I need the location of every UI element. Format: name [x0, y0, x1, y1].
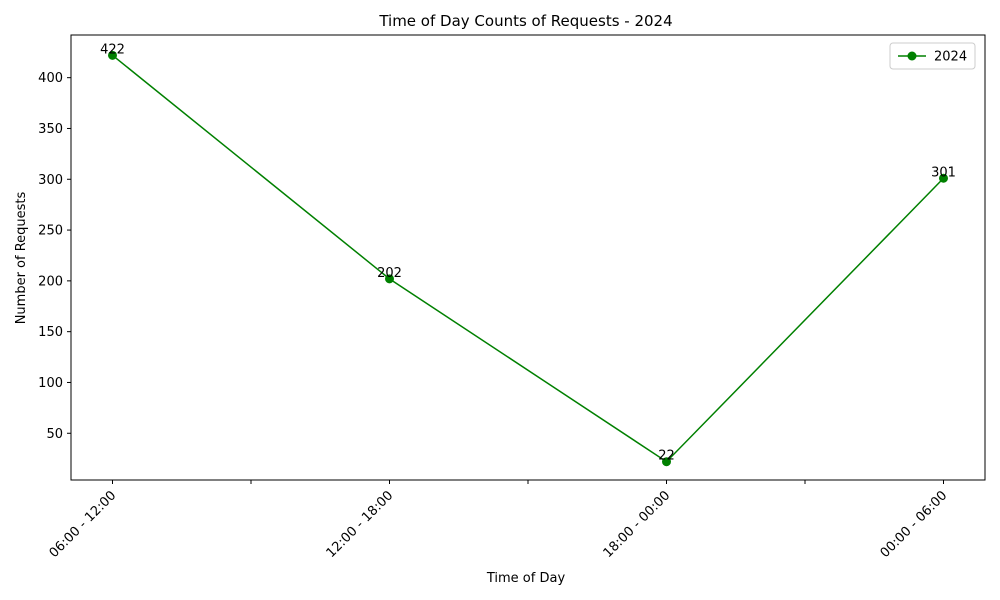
- series-line: [112, 54, 945, 463]
- data-label: 422: [100, 42, 125, 57]
- x-tick-label: 18:00 - 00:00: [601, 488, 674, 561]
- legend-marker: [907, 51, 917, 61]
- x-tick-label: 06:00 - 12:00: [47, 488, 120, 561]
- chart-title: Time of Day Counts of Requests - 2024: [378, 12, 672, 30]
- y-tick-label: 200: [38, 274, 63, 289]
- data-label: 301: [931, 165, 956, 180]
- legend-box: [889, 42, 976, 70]
- x-tick-label: 12:00 - 18:00: [324, 488, 397, 561]
- y-tick-label: 150: [38, 325, 63, 340]
- y-tick-label: 400: [38, 71, 63, 86]
- data-point: [108, 50, 117, 60]
- axes-frame: [70, 34, 986, 481]
- y-tick-label: 250: [38, 224, 63, 239]
- y-tick-label: 300: [38, 173, 63, 188]
- y-tick-label: 100: [38, 376, 63, 391]
- x-tick-label: 00:00 - 06:00: [878, 488, 951, 561]
- legend-label: 2024: [934, 50, 967, 65]
- data-label: 22: [658, 449, 675, 464]
- y-tick-label: 350: [38, 122, 63, 137]
- y-axis-label: Number of Requests: [14, 191, 29, 324]
- data-point: [662, 457, 671, 467]
- y-tick-label: 50: [46, 427, 63, 442]
- plot-area: 50 100 150 200 250 300 350 400 06:00 - 12:00 12:0…: [38, 34, 986, 561]
- x-axis-label: Time of Day: [486, 571, 566, 586]
- data-label: 202: [377, 266, 402, 281]
- data-point: [385, 274, 394, 284]
- data-point: [939, 173, 948, 183]
